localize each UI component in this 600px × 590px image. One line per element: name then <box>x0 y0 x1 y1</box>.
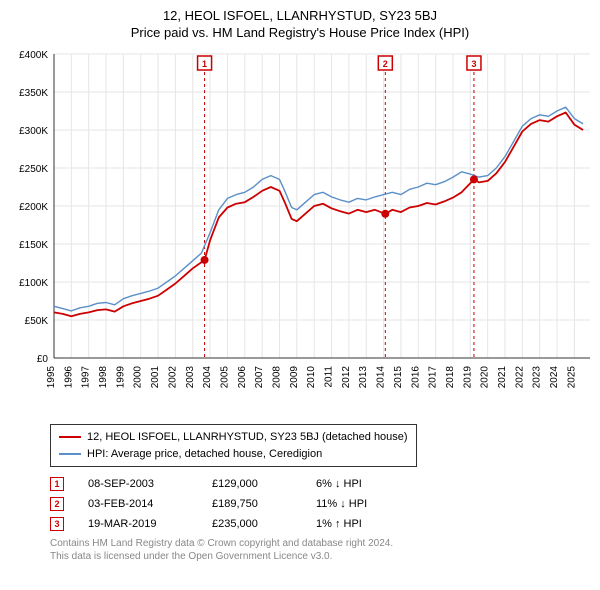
svg-text:£50K: £50K <box>25 316 49 327</box>
svg-text:2025: 2025 <box>566 366 577 389</box>
sale-delta: 1% ↑ HPI <box>316 518 406 530</box>
svg-text:2002: 2002 <box>167 366 178 389</box>
sales-row: 1 08-SEP-2003 £129,000 6% ↓ HPI <box>50 477 594 491</box>
svg-text:1: 1 <box>202 59 207 69</box>
page-subtitle: Price paid vs. HM Land Registry's House … <box>6 25 594 40</box>
svg-text:2003: 2003 <box>185 366 196 389</box>
svg-text:£350K: £350K <box>19 88 48 99</box>
svg-text:2009: 2009 <box>289 366 300 389</box>
sale-marker-icon: 3 <box>50 517 64 531</box>
svg-text:2015: 2015 <box>393 366 404 389</box>
svg-text:2013: 2013 <box>358 366 369 389</box>
svg-text:3: 3 <box>471 59 476 69</box>
svg-text:2024: 2024 <box>549 366 560 389</box>
page-title: 12, HEOL ISFOEL, LLANRHYSTUD, SY23 5BJ <box>6 8 594 23</box>
legend-item: HPI: Average price, detached house, Cere… <box>59 446 408 463</box>
svg-text:2010: 2010 <box>306 366 317 389</box>
sales-row: 3 19-MAR-2019 £235,000 1% ↑ HPI <box>50 517 594 531</box>
svg-text:1999: 1999 <box>115 366 126 389</box>
svg-text:2017: 2017 <box>428 366 439 389</box>
svg-text:2008: 2008 <box>272 366 283 389</box>
svg-text:2021: 2021 <box>497 366 508 389</box>
svg-text:2023: 2023 <box>532 366 543 389</box>
sale-marker-icon: 2 <box>50 497 64 511</box>
chart-legend: 12, HEOL ISFOEL, LLANRHYSTUD, SY23 5BJ (… <box>50 424 417 467</box>
svg-text:2012: 2012 <box>341 366 352 389</box>
svg-text:2001: 2001 <box>150 366 161 389</box>
legend-item: 12, HEOL ISFOEL, LLANRHYSTUD, SY23 5BJ (… <box>59 429 408 446</box>
svg-text:1997: 1997 <box>81 366 92 389</box>
svg-text:£100K: £100K <box>19 278 48 289</box>
svg-text:1998: 1998 <box>98 366 109 389</box>
svg-text:£150K: £150K <box>19 240 48 251</box>
sale-price: £235,000 <box>212 518 292 530</box>
svg-text:2005: 2005 <box>219 366 230 389</box>
attribution-line: Contains HM Land Registry data © Crown c… <box>50 537 594 550</box>
svg-text:2016: 2016 <box>410 366 421 389</box>
sale-date: 08-SEP-2003 <box>88 478 188 490</box>
svg-text:2000: 2000 <box>133 366 144 389</box>
legend-label: HPI: Average price, detached house, Cere… <box>87 446 322 463</box>
svg-text:2007: 2007 <box>254 366 265 389</box>
svg-text:2004: 2004 <box>202 366 213 389</box>
svg-text:2020: 2020 <box>480 366 491 389</box>
svg-text:2019: 2019 <box>462 366 473 389</box>
svg-text:1996: 1996 <box>63 366 74 389</box>
svg-text:2014: 2014 <box>376 366 387 389</box>
attribution-line: This data is licensed under the Open Gov… <box>50 550 594 563</box>
sale-price: £129,000 <box>212 478 292 490</box>
svg-text:£400K: £400K <box>19 50 48 61</box>
sales-row: 2 03-FEB-2014 £189,750 11% ↓ HPI <box>50 497 594 511</box>
svg-text:£300K: £300K <box>19 126 48 137</box>
legend-swatch <box>59 453 81 455</box>
legend-swatch <box>59 436 81 438</box>
attribution-text: Contains HM Land Registry data © Crown c… <box>50 537 594 563</box>
sale-marker-icon: 1 <box>50 477 64 491</box>
svg-text:2022: 2022 <box>514 366 525 389</box>
svg-text:2006: 2006 <box>237 366 248 389</box>
sales-table: 1 08-SEP-2003 £129,000 6% ↓ HPI 2 03-FEB… <box>50 477 594 531</box>
sale-price: £189,750 <box>212 498 292 510</box>
price-vs-hpi-chart: £0 £50K £100K £150K £200K £250K £300K £350K £400… <box>6 48 594 418</box>
svg-text:2: 2 <box>383 59 388 69</box>
svg-text:£250K: £250K <box>19 164 48 175</box>
sale-date: 19-MAR-2019 <box>88 518 188 530</box>
sale-delta: 11% ↓ HPI <box>316 498 406 510</box>
svg-text:1995: 1995 <box>46 366 57 389</box>
svg-text:£0: £0 <box>37 354 49 365</box>
svg-text:2018: 2018 <box>445 366 456 389</box>
legend-label: 12, HEOL ISFOEL, LLANRHYSTUD, SY23 5BJ (… <box>87 429 408 446</box>
svg-text:2011: 2011 <box>324 366 335 388</box>
sale-delta: 6% ↓ HPI <box>316 478 406 490</box>
sale-date: 03-FEB-2014 <box>88 498 188 510</box>
svg-text:£200K: £200K <box>19 202 48 213</box>
